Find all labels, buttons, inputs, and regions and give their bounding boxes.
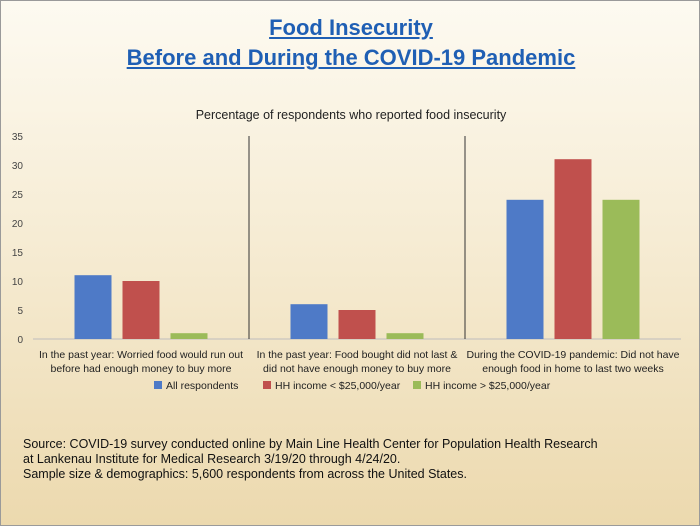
category-label: before had enough money to buy more bbox=[51, 363, 232, 375]
y-tick-label: 15 bbox=[12, 248, 24, 259]
bar-2-1 bbox=[290, 304, 328, 339]
legend-label: All respondents bbox=[166, 380, 238, 392]
bar-chart: Percentage of respondents who reported f… bbox=[12, 108, 681, 392]
source-line-1: Source: COVID-19 survey conducted online… bbox=[23, 437, 598, 451]
y-tick-label: 30 bbox=[12, 161, 24, 172]
y-tick-label: 20 bbox=[12, 219, 24, 230]
y-tick-label: 0 bbox=[17, 335, 23, 346]
legend-swatch bbox=[154, 381, 162, 389]
bar-2-2 bbox=[338, 310, 376, 339]
bar-3-2 bbox=[554, 159, 592, 339]
chart-title: Percentage of respondents who reported f… bbox=[196, 108, 507, 122]
y-tick-label: 10 bbox=[12, 277, 24, 288]
source-line-2: at Lankenau Institute for Medical Resear… bbox=[23, 452, 401, 466]
source-footnote: Source: COVID-19 survey conducted online… bbox=[23, 437, 683, 482]
category-label: In the past year: Food bought did not la… bbox=[257, 349, 458, 361]
bar-1-1 bbox=[74, 275, 112, 339]
legend-label: HH income < $25,000/year bbox=[275, 380, 401, 392]
legend-swatch bbox=[263, 381, 271, 389]
y-tick-label: 25 bbox=[12, 190, 24, 201]
category-label: In the past year: Worried food would run… bbox=[39, 349, 243, 361]
title-line-2: Before and During the COVID-19 Pandemic bbox=[126, 45, 576, 70]
bar-2-3 bbox=[386, 333, 424, 339]
category-label: During the COVID-19 pandemic: Did not ha… bbox=[466, 349, 679, 361]
y-tick-label: 5 bbox=[17, 306, 23, 317]
legend-swatch bbox=[413, 381, 421, 389]
legend-label: HH income > $25,000/year bbox=[425, 380, 551, 392]
bar-3-3 bbox=[602, 199, 640, 339]
category-label: did not have enough money to buy more bbox=[263, 363, 451, 375]
bar-3-1 bbox=[506, 199, 544, 339]
y-tick-label: 35 bbox=[12, 132, 24, 143]
title-line-1: Food Insecurity bbox=[269, 15, 433, 40]
bar-1-3 bbox=[170, 333, 208, 339]
category-label: enough food in home to last two weeks bbox=[482, 363, 664, 375]
sample-size-line: Sample size & demographics: 5,600 respon… bbox=[23, 467, 467, 481]
bar-1-2 bbox=[122, 281, 160, 339]
